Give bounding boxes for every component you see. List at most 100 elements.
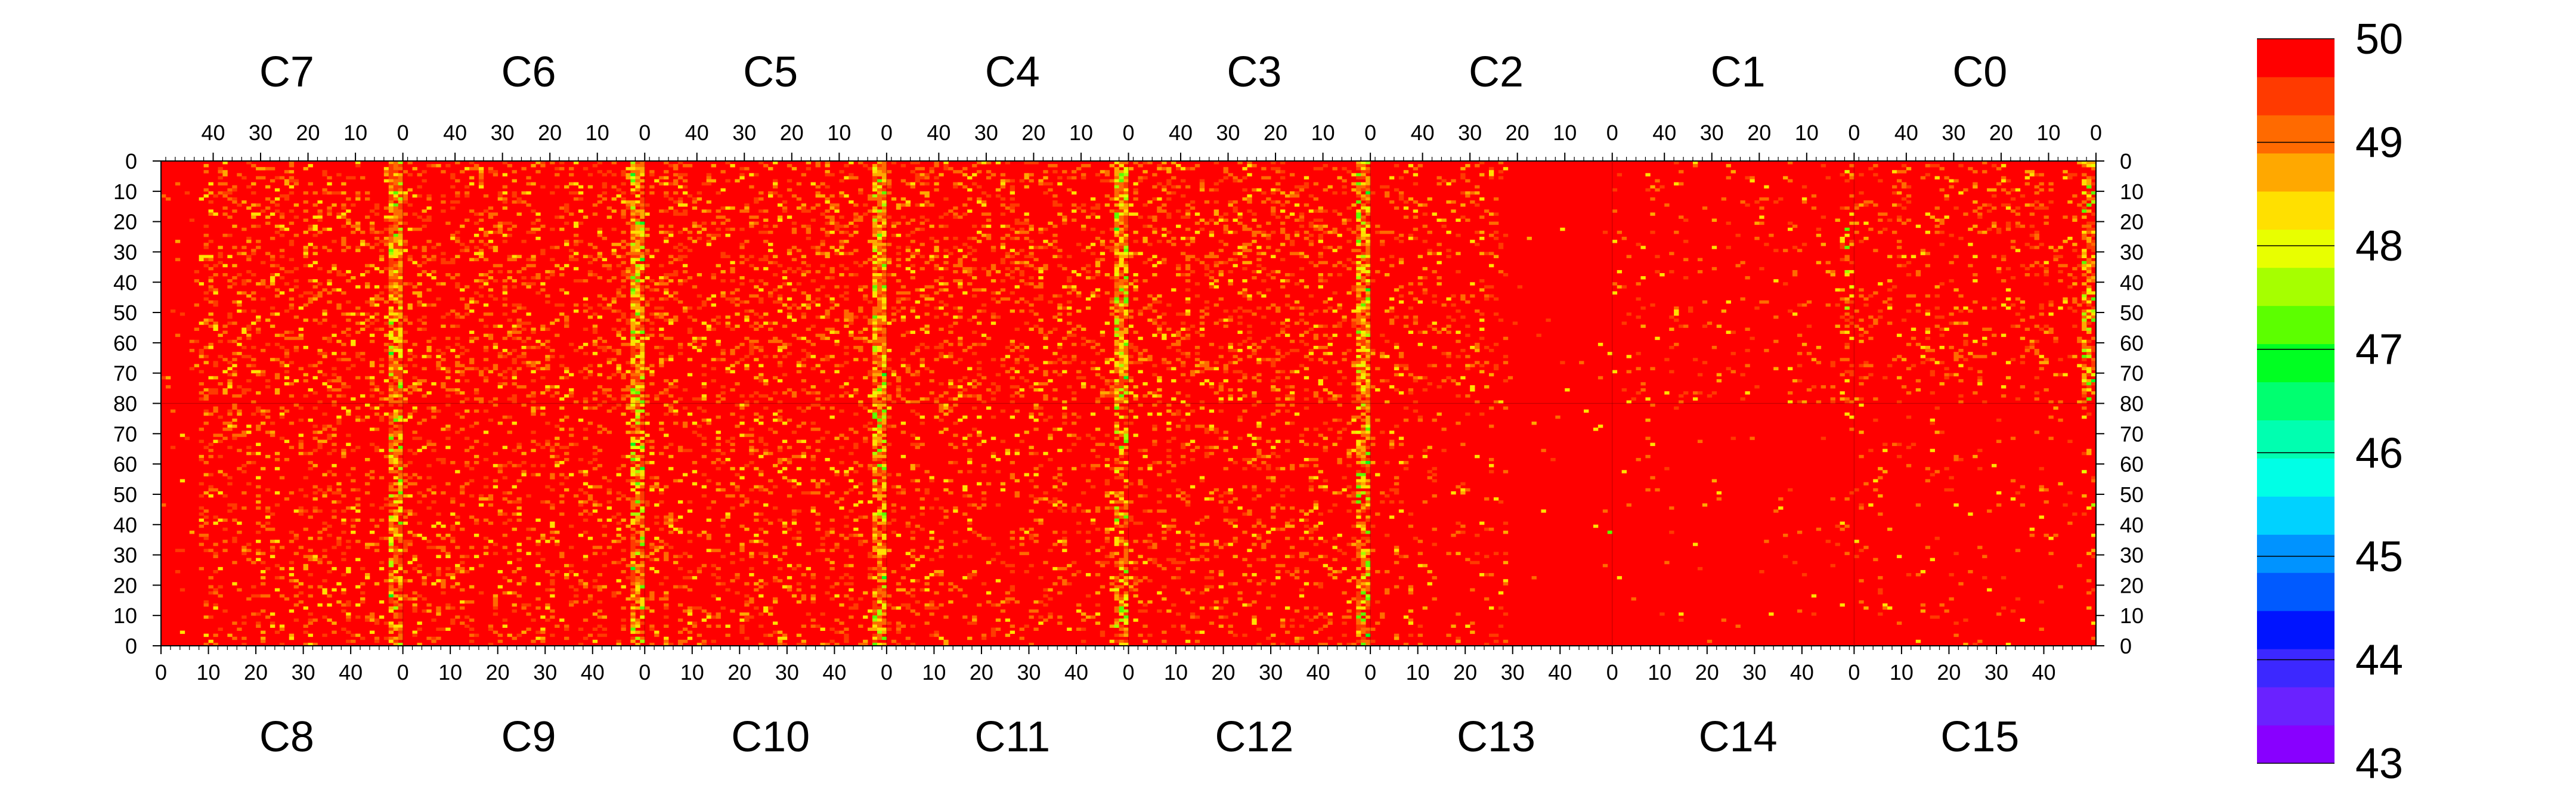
heatmap-cell <box>872 336 878 340</box>
heatmap-cell <box>606 361 612 364</box>
heatmap-cell <box>573 494 579 498</box>
heatmap-cell <box>374 312 380 316</box>
heatmap-cell <box>725 533 730 537</box>
heatmap-cell <box>673 318 679 322</box>
heatmap-cell <box>849 582 854 586</box>
heatmap-cell <box>388 403 394 407</box>
heatmap-cell <box>550 473 555 476</box>
heatmap-cell <box>379 358 385 361</box>
heatmap-cell <box>535 361 541 364</box>
heatmap-cell <box>606 376 612 380</box>
heatmap-cell <box>436 546 441 549</box>
heatmap-cell <box>355 164 361 168</box>
heatmap-cell <box>555 543 560 546</box>
heatmap-cell <box>635 425 640 428</box>
heatmap-cell <box>621 173 626 177</box>
heatmap-cell <box>222 173 228 177</box>
heatmap-cell <box>336 173 342 177</box>
heatmap-cell <box>659 582 664 586</box>
heatmap-cell <box>407 448 413 453</box>
heatmap-cell <box>393 370 399 374</box>
heatmap-cell <box>531 464 536 467</box>
heatmap-cell <box>801 594 807 598</box>
heatmap-cell <box>261 409 266 413</box>
heatmap-cell <box>877 494 883 498</box>
heatmap-cell <box>881 451 887 456</box>
heatmap-cell <box>881 342 887 346</box>
heatmap-cell <box>436 612 441 616</box>
heatmap-cell <box>232 188 237 192</box>
heatmap-cell <box>393 209 399 213</box>
heatmap-cell <box>749 349 754 352</box>
heatmap-cell <box>621 412 626 416</box>
heatmap-cell <box>393 549 399 552</box>
heatmap-cell <box>754 200 759 204</box>
heatmap-cell <box>881 566 887 571</box>
heatmap-cell <box>426 164 432 168</box>
heatmap-cell <box>274 588 280 592</box>
heatmap-cell <box>469 258 475 262</box>
heatmap-cell <box>791 318 797 322</box>
heatmap-cell <box>450 258 456 262</box>
heatmap-cell <box>706 533 711 537</box>
heatmap-cell <box>815 403 821 407</box>
heatmap-cell <box>398 512 404 516</box>
heatmap-cell <box>312 279 318 283</box>
heatmap-cell <box>369 300 375 304</box>
heatmap-cell <box>317 442 323 447</box>
heatmap-cell <box>645 367 650 370</box>
heatmap-cell <box>284 170 290 174</box>
heatmap-cell <box>872 258 878 262</box>
heatmap-cell <box>398 500 404 504</box>
heatmap-cell <box>810 467 816 470</box>
heatmap-cell <box>630 445 636 450</box>
heatmap-cell <box>677 282 683 286</box>
heatmap-cell <box>616 491 621 495</box>
heatmap-cell <box>203 318 209 322</box>
heatmap-cell <box>829 203 835 207</box>
heatmap-cell <box>388 439 394 443</box>
heatmap-cell <box>844 230 849 234</box>
heatmap-cell <box>839 246 844 249</box>
heatmap-cell <box>881 473 887 476</box>
heatmap-cell <box>711 448 716 453</box>
heatmap-cell <box>274 540 280 543</box>
heatmap-cell <box>242 642 247 646</box>
heatmap-cell <box>640 506 645 510</box>
heatmap-cell <box>379 600 385 604</box>
heatmap-cell <box>640 288 645 292</box>
heatmap-cell <box>317 530 323 534</box>
heatmap-cell <box>616 540 621 543</box>
heatmap-cell <box>635 621 640 625</box>
heatmap-cell <box>232 352 237 355</box>
heatmap-cell <box>677 500 683 504</box>
heatmap-cell <box>630 179 636 182</box>
heatmap-cell <box>583 582 589 586</box>
heatmap-cell <box>758 373 764 377</box>
heatmap-cell <box>332 588 337 592</box>
heatmap-cell <box>849 394 854 398</box>
heatmap-cell <box>303 167 308 171</box>
heatmap-cell <box>858 306 863 310</box>
heatmap-cell <box>393 518 399 522</box>
heatmap-cell <box>478 503 484 507</box>
heatmap-cell <box>744 603 750 607</box>
heatmap-cell <box>402 515 408 519</box>
heatmap-cell <box>388 367 394 370</box>
heatmap-cell <box>877 388 883 392</box>
heatmap-cell <box>573 279 579 283</box>
heatmap-cell <box>877 612 883 616</box>
heatmap-cell <box>407 540 413 543</box>
heatmap-cell <box>478 294 484 298</box>
heatmap-cell <box>877 167 883 171</box>
heatmap-cell <box>611 173 617 177</box>
heatmap-cell <box>465 448 470 453</box>
heatmap-cell <box>787 457 792 462</box>
heatmap-cell <box>877 382 883 386</box>
heatmap-cell <box>374 267 380 271</box>
heatmap-cell <box>531 409 536 413</box>
heatmap-cell <box>450 527 456 531</box>
heatmap-cell <box>412 533 417 537</box>
heatmap-cell <box>208 312 213 316</box>
heatmap-cell <box>763 518 769 522</box>
